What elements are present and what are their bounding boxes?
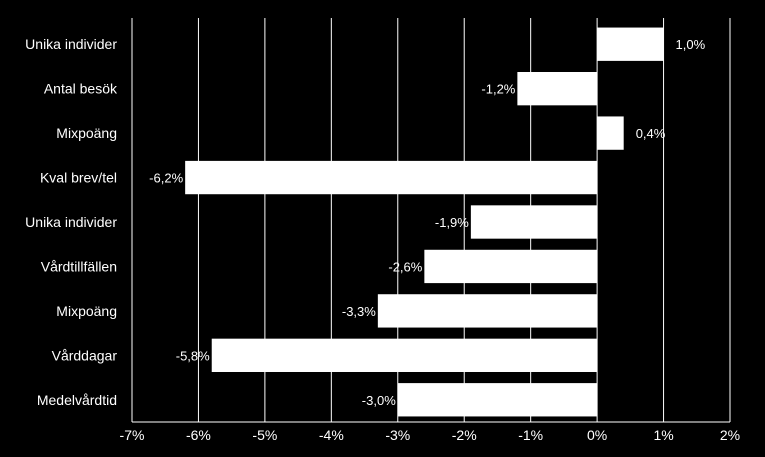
bar	[597, 27, 664, 61]
data-label: -1,9%	[435, 215, 469, 230]
x-tick-label: -3%	[385, 427, 410, 443]
bar	[597, 116, 624, 150]
x-tick-label: -5%	[252, 427, 277, 443]
x-tick-label: -6%	[186, 427, 211, 443]
data-label: -1,2%	[481, 82, 515, 97]
x-tick-labels: -7% -6% -5% -4% -3% -2% -1% 0% 1% 2%	[120, 427, 741, 443]
bar	[517, 72, 598, 106]
category-label: Unika individer	[25, 36, 117, 52]
x-tick-label: -2%	[452, 427, 477, 443]
data-label: -5,8%	[176, 348, 210, 363]
data-label: -6,2%	[149, 171, 183, 186]
category-label: Mixpoäng	[56, 303, 117, 319]
data-labels: 1,0% -1,2% 0,4% -6,2% -1,9% -2,6% -3,3% -5,8% -3…	[149, 37, 705, 408]
x-tick-label: 0%	[587, 427, 607, 443]
data-label: -3,0%	[362, 393, 396, 408]
bar	[377, 294, 598, 328]
bar	[424, 249, 598, 284]
category-label: Mixpoäng	[56, 125, 117, 141]
x-tick-label: 1%	[653, 427, 673, 443]
x-tick-label: 2%	[720, 427, 740, 443]
category-label: Antal besök	[44, 81, 118, 97]
bar	[470, 205, 598, 239]
category-label: Vårdtillfällen	[41, 258, 117, 274]
x-tick-label: -7%	[120, 427, 145, 443]
category-label: Medelvårdtid	[37, 392, 117, 408]
category-label: Unika individer	[25, 214, 117, 230]
data-label: 0,4%	[636, 126, 666, 141]
bar	[211, 338, 598, 372]
category-labels: Unika individer Antal besök Mixpoäng Kval b…	[25, 36, 118, 408]
data-label: -2,6%	[388, 259, 422, 274]
category-label: Kval brev/tel	[40, 170, 117, 186]
bar	[397, 383, 598, 417]
category-label: Vårddagar	[52, 347, 118, 363]
bars	[185, 27, 664, 417]
bar	[185, 160, 598, 195]
x-tick-label: -1%	[518, 427, 543, 443]
x-tick-label: -4%	[319, 427, 344, 443]
data-label: -3,3%	[342, 304, 376, 319]
data-label: 1,0%	[676, 37, 706, 52]
